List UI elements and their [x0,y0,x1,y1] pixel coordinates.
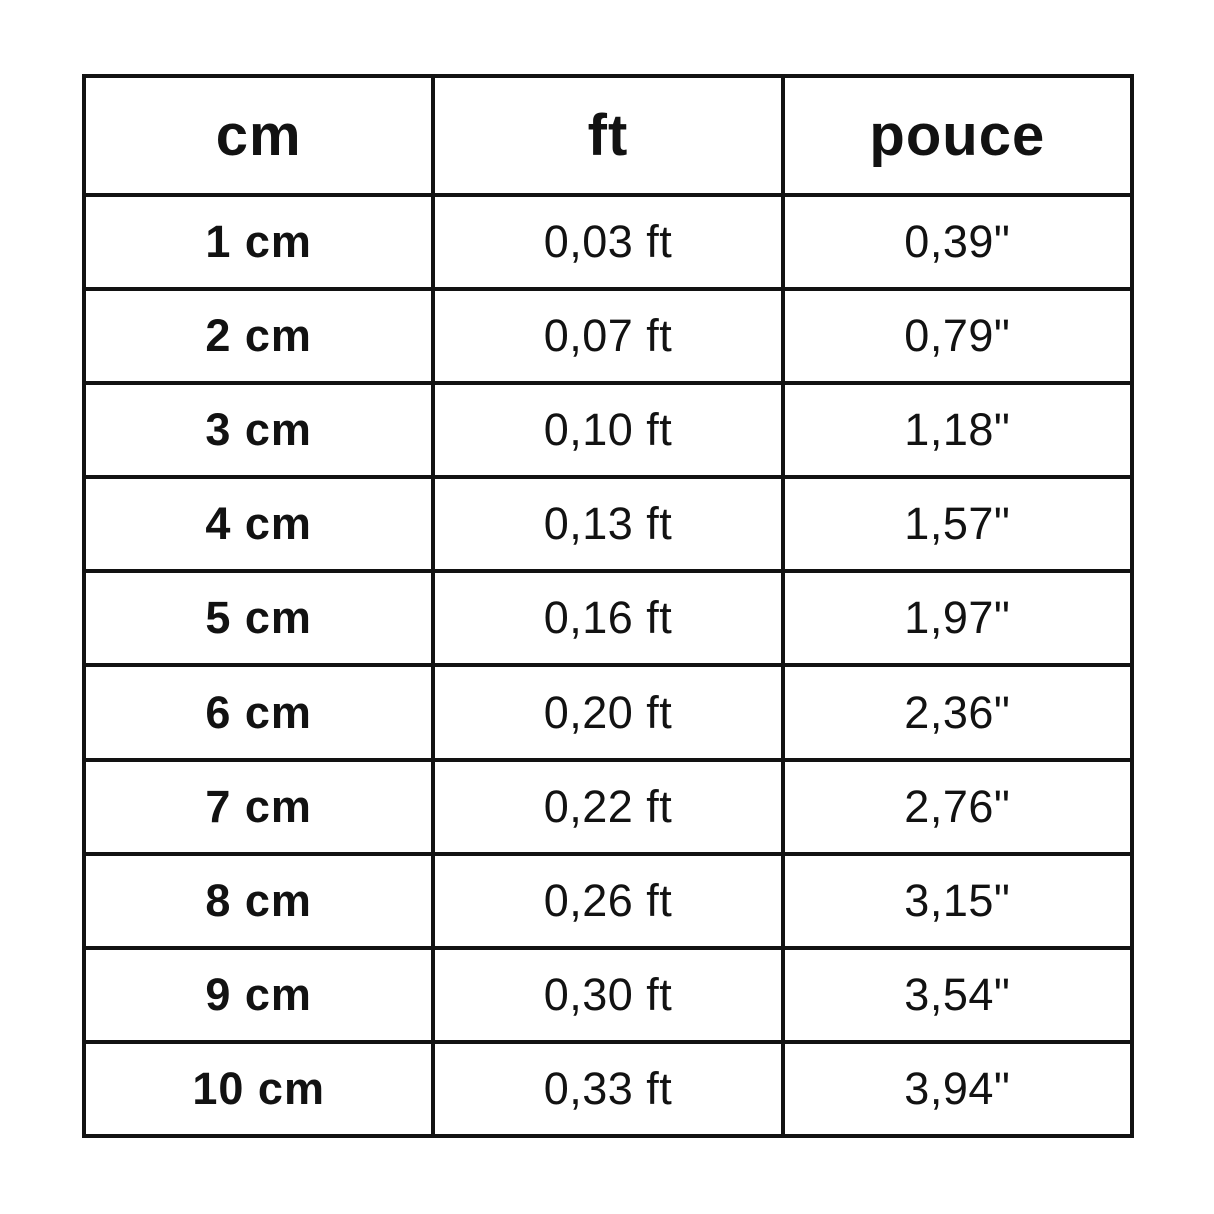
table-row: 3 cm 0,10 ft 1,18" [81,381,1135,480]
cell-ft: 0,10 ft [431,381,785,480]
cell-cm: 1 cm [81,192,436,292]
table-body: 1 cm 0,03 ft 0,39" 2 cm 0,07 ft 0,79" 3 cm 0,10… [81,192,1135,1139]
cell-cm: 2 cm [81,287,436,386]
cell-cm: 6 cm [81,663,436,762]
table-row: 4 cm 0,13 ft 1,57" [81,475,1135,574]
cell-ft: 0,07 ft [431,287,785,386]
cell-pouce: 3,94" [780,1039,1135,1139]
cell-pouce: 0,79" [780,287,1135,386]
cell-ft: 0,26 ft [431,851,785,950]
cell-cm: 5 cm [81,569,436,668]
cell-ft: 0,33 ft [431,1039,785,1139]
table-row: 7 cm 0,22 ft 2,76" [81,757,1135,856]
column-header-pouce: pouce [780,74,1135,197]
table-row: 2 cm 0,07 ft 0,79" [81,287,1135,386]
conversion-table: cm ft pouce 1 cm 0,03 ft 0,39" 2 cm 0,07 ft 0… [81,74,1135,1139]
cell-ft: 0,16 ft [431,569,785,668]
cell-pouce: 1,97" [780,569,1135,668]
table-row: 8 cm 0,26 ft 3,15" [81,851,1135,950]
cell-pouce: 1,57" [780,475,1135,574]
cell-cm: 9 cm [81,945,436,1044]
cell-pouce: 2,36" [780,663,1135,762]
cell-pouce: 3,15" [780,851,1135,950]
cell-pouce: 0,39" [780,192,1135,292]
cell-pouce: 1,18" [780,381,1135,480]
cell-cm: 7 cm [81,757,436,856]
table-row: 1 cm 0,03 ft 0,39" [81,192,1135,292]
cell-cm: 8 cm [81,851,436,950]
table-row: 9 cm 0,30 ft 3,54" [81,945,1135,1044]
cell-cm: 4 cm [81,475,436,574]
cell-ft: 0,13 ft [431,475,785,574]
cell-ft: 0,20 ft [431,663,785,762]
cell-pouce: 3,54" [780,945,1135,1044]
cell-ft: 0,03 ft [431,192,785,292]
table-row: 10 cm 0,33 ft 3,94" [81,1039,1135,1139]
table-row: 6 cm 0,20 ft 2,36" [81,663,1135,762]
header-row: cm ft pouce [81,74,1135,197]
cell-pouce: 2,76" [780,757,1135,856]
cell-cm: 10 cm [81,1039,436,1139]
column-header-cm: cm [81,74,436,197]
table-row: 5 cm 0,16 ft 1,97" [81,569,1135,668]
column-header-ft: ft [431,74,785,197]
cell-ft: 0,22 ft [431,757,785,856]
table-header: cm ft pouce [81,74,1135,197]
cell-cm: 3 cm [81,381,436,480]
cell-ft: 0,30 ft [431,945,785,1044]
